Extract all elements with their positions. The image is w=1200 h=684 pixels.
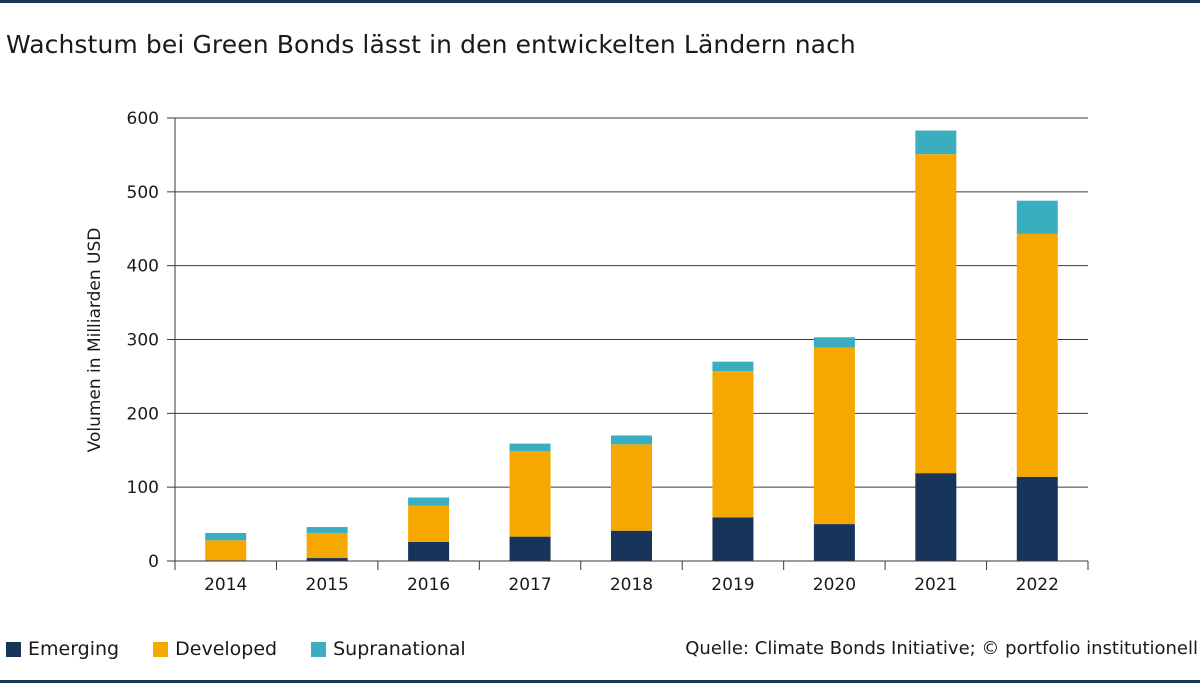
bar-emerging-2015 [306, 558, 348, 561]
bar-developed-2020 [813, 347, 855, 525]
legend-swatch-emerging [6, 641, 21, 657]
bar-developed-2015 [306, 532, 348, 559]
bar-developed-2016 [408, 505, 450, 542]
y-tick-label-300: 300 [127, 331, 159, 351]
bar-developed-2014 [205, 540, 247, 561]
source-note: Quelle: Climate Bonds Initiative; © port… [685, 638, 1198, 659]
bars [205, 130, 1058, 561]
bar-supranational-2014 [205, 532, 247, 541]
bar-emerging-2019 [712, 517, 754, 561]
bar-supranational-2015 [306, 527, 348, 533]
bar-emerging-2020 [813, 524, 855, 561]
x-tick-label-2022: 2022 [1016, 575, 1059, 595]
bar-emerging-2022 [1016, 476, 1058, 561]
y-axis-label: Volumen in Milliarden USD [85, 228, 105, 453]
axes [167, 117, 1089, 570]
bar-developed-2017 [509, 450, 551, 537]
bar-emerging-2018 [611, 530, 652, 561]
bar-supranational-2020 [813, 337, 855, 348]
y-tick-label-500: 500 [127, 183, 159, 203]
legend-item-supranational: Supranational [311, 638, 466, 660]
bar-developed-2021 [915, 154, 957, 474]
legend-item-developed: Developed [153, 638, 277, 660]
bar-emerging-2021 [915, 473, 957, 561]
bar-developed-2022 [1016, 233, 1058, 477]
y-tick-label-100: 100 [127, 478, 159, 498]
bar-emerging-2017 [509, 536, 551, 561]
bar-supranational-2016 [408, 497, 450, 506]
legend-label-emerging: Emerging [28, 638, 120, 660]
x-tick-label-2014: 2014 [204, 575, 247, 595]
legend-swatch-supranational [311, 641, 327, 657]
y-tick-label-0: 0 [148, 552, 159, 572]
y-tick-label-200: 200 [127, 404, 159, 424]
bar-supranational-2022 [1016, 200, 1058, 234]
bar-supranational-2018 [611, 435, 652, 445]
bar-supranational-2019 [712, 361, 754, 372]
bar-supranational-2021 [915, 130, 957, 155]
bar-emerging-2016 [408, 541, 450, 561]
x-tick-label-2021: 2021 [914, 575, 957, 595]
bar-developed-2019 [712, 371, 754, 518]
legend: Emerging Developed Supranational [6, 636, 500, 662]
bar-supranational-2017 [509, 443, 551, 451]
bottom-rule [0, 680, 1200, 683]
x-tick-label-2016: 2016 [407, 575, 450, 595]
x-tick-label-2019: 2019 [711, 575, 754, 595]
tick-labels: 0 100 200 300 400 500 600 2014 2015 2016 2017 2018 2… [127, 109, 1059, 595]
chart-title: Wachstum bei Green Bonds lässt in den en… [6, 30, 856, 59]
top-rule [0, 0, 1200, 3]
x-tick-label-2020: 2020 [813, 575, 856, 595]
legend-label-supranational: Supranational [333, 638, 466, 660]
legend-item-emerging: Emerging [6, 638, 119, 660]
bar-developed-2018 [611, 444, 652, 531]
x-tick-label-2015: 2015 [306, 575, 349, 595]
x-tick-label-2018: 2018 [610, 575, 653, 595]
legend-swatch-developed [153, 641, 169, 657]
y-tick-label-400: 400 [127, 257, 159, 277]
y-tick-label-600: 600 [127, 109, 159, 129]
legend-label-developed: Developed [175, 638, 278, 660]
x-tick-label-2017: 2017 [508, 575, 551, 595]
